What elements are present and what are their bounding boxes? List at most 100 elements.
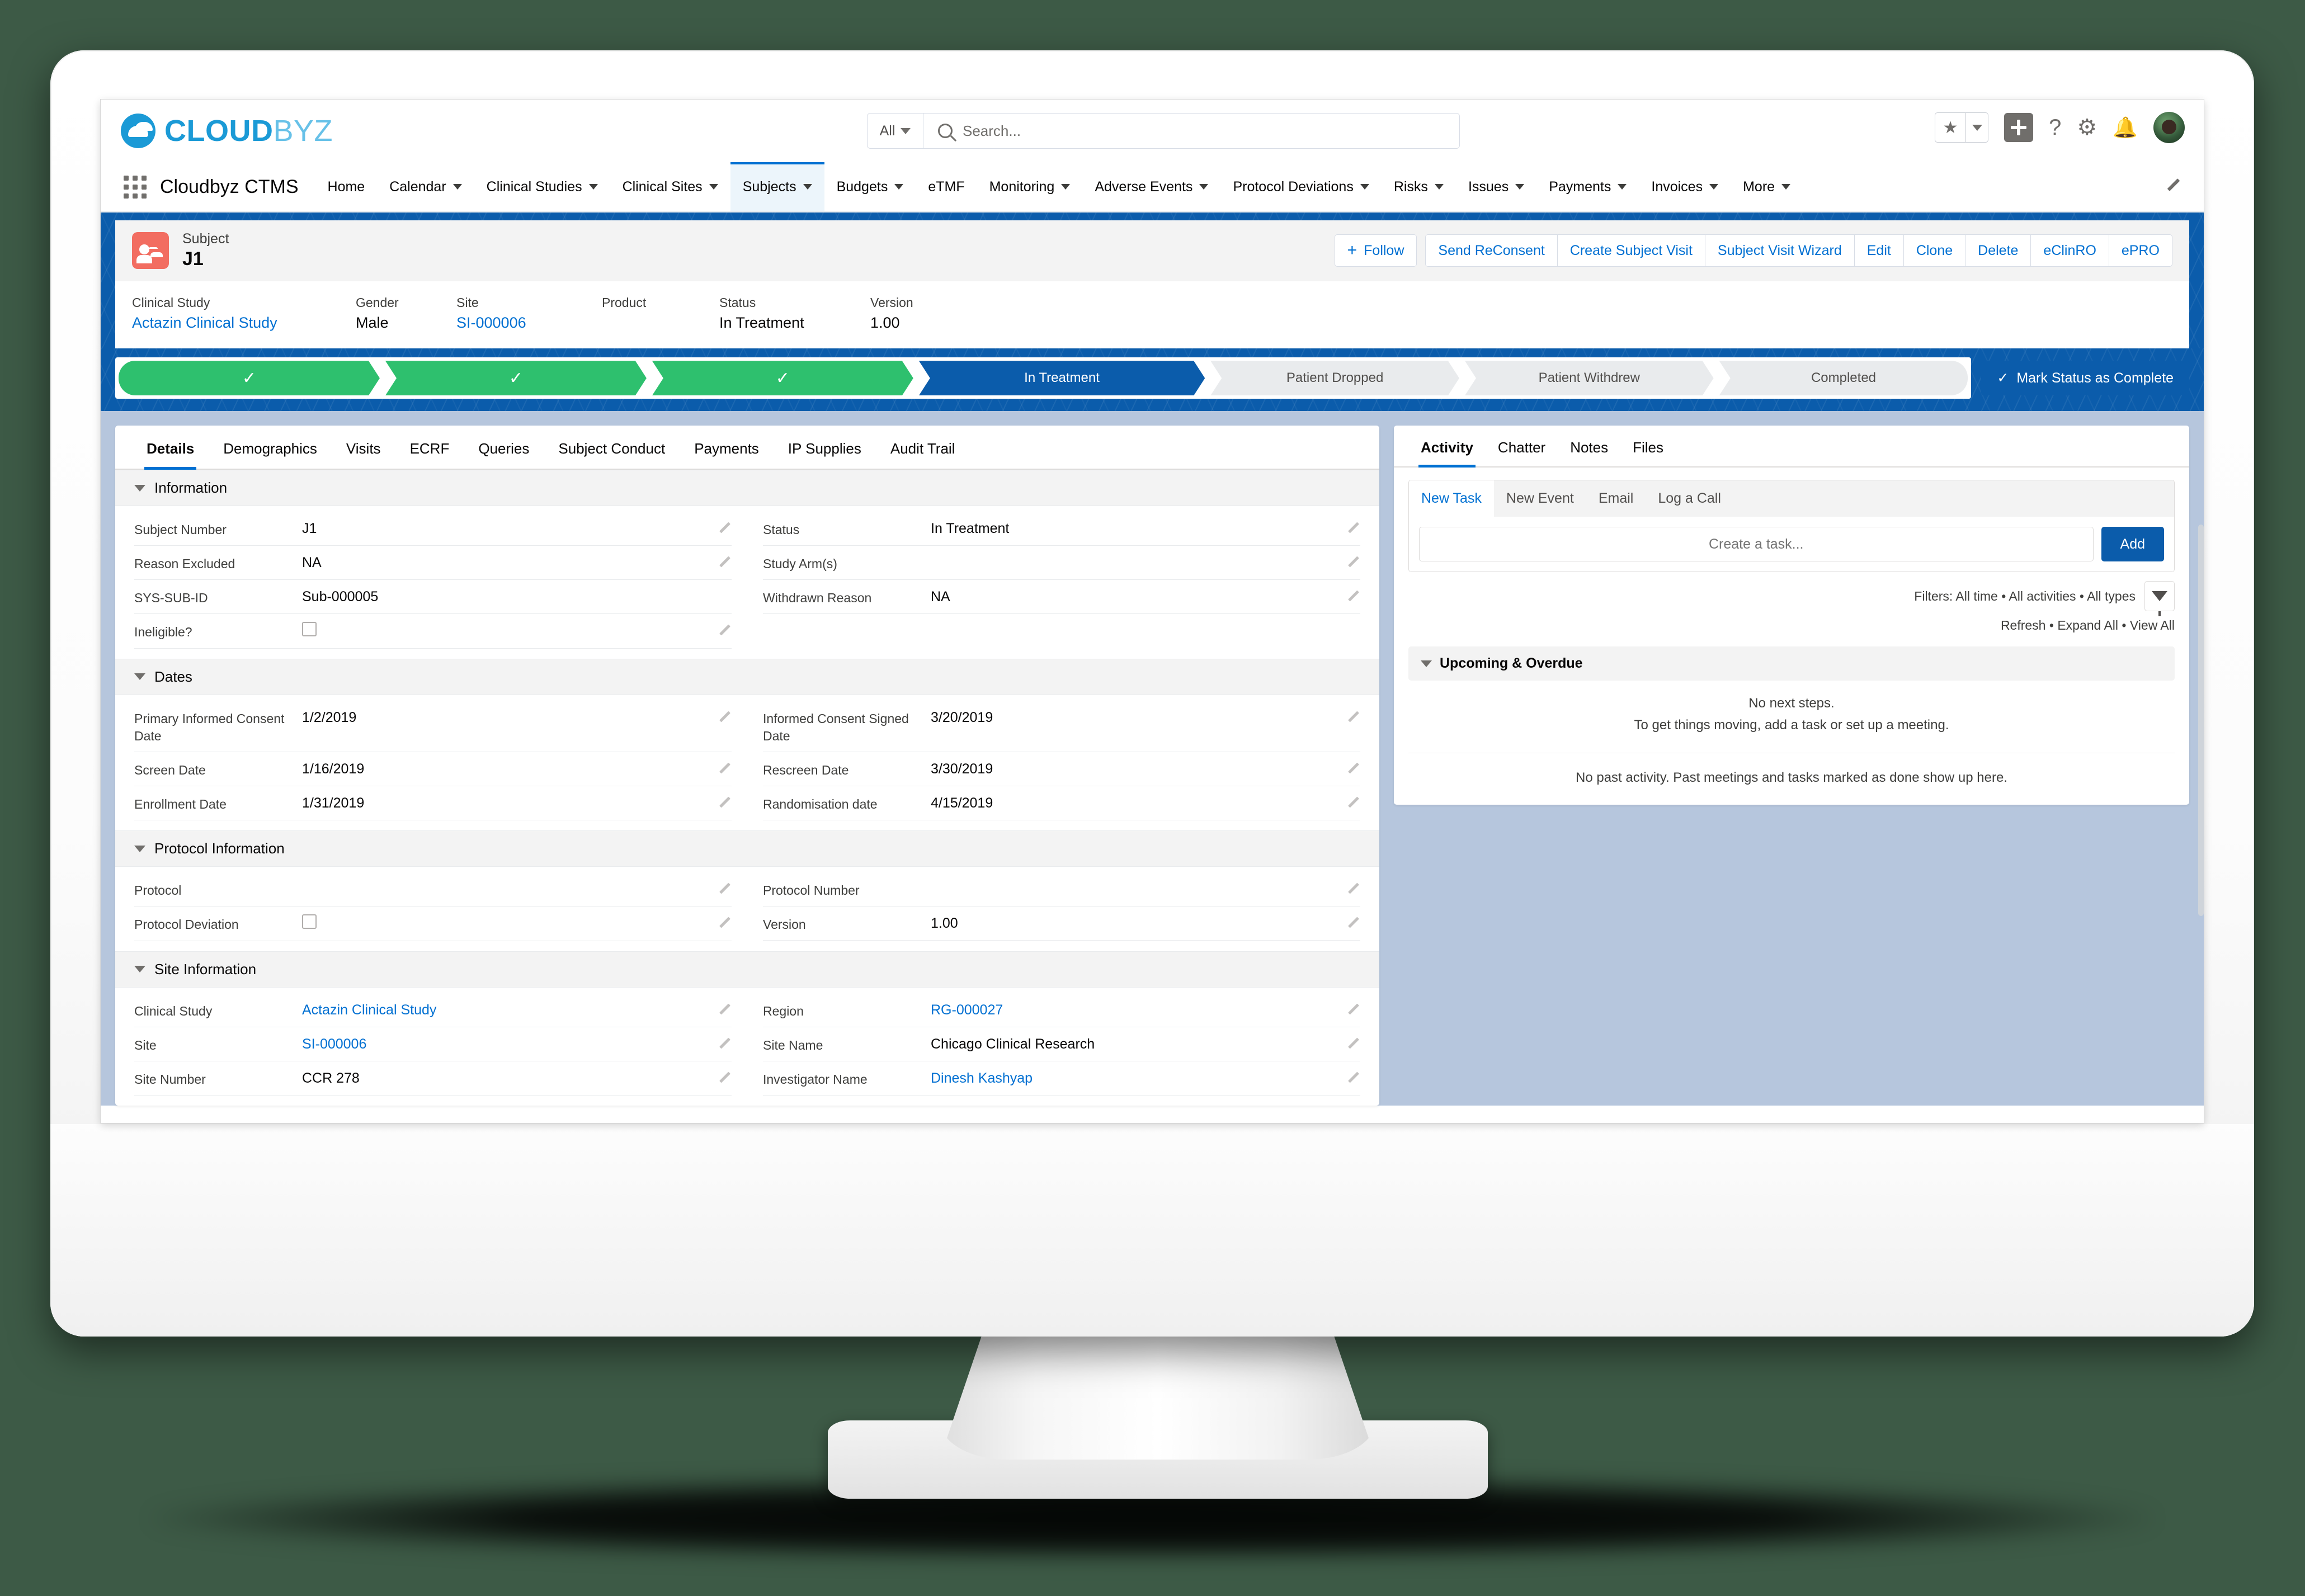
- app-launcher-icon[interactable]: [117, 162, 152, 211]
- checkbox[interactable]: [302, 622, 317, 637]
- edit-pencil-icon[interactable]: [718, 555, 732, 569]
- path-step-patient-dropped[interactable]: Patient Dropped: [1210, 361, 1459, 395]
- edit-pencil-icon[interactable]: [1347, 1071, 1360, 1084]
- edit-pencil-icon[interactable]: [1347, 555, 1360, 569]
- edit-pencil-icon[interactable]: [718, 1003, 732, 1016]
- edit-pencil-icon[interactable]: [1347, 1037, 1360, 1050]
- brand-logo[interactable]: CLOUDBYZ: [121, 114, 333, 148]
- edit-button[interactable]: Edit: [1854, 234, 1904, 267]
- edit-pencil-icon[interactable]: [718, 710, 732, 724]
- notifications-bell-icon[interactable]: 🔔: [2113, 116, 2138, 139]
- subject-visit-wizard-button[interactable]: Subject Visit Wizard: [1704, 234, 1855, 267]
- epro-button[interactable]: ePRO: [2108, 234, 2172, 267]
- page-scrollbar[interactable]: [2198, 525, 2204, 916]
- highlight-field-value[interactable]: Actazin Clinical Study: [132, 314, 277, 331]
- setup-gear-icon[interactable]: ⚙: [2077, 115, 2097, 140]
- mark-status-complete-button[interactable]: ✓ Mark Status as Complete: [1981, 361, 2189, 396]
- field-value[interactable]: Dinesh Kashyap: [931, 1070, 1033, 1086]
- eclinro-button[interactable]: eClinRO: [2030, 234, 2109, 267]
- nav-item-clinical-studies[interactable]: Clinical Studies: [474, 162, 610, 211]
- activity-tab-files[interactable]: Files: [1633, 439, 1664, 456]
- delete-button[interactable]: Delete: [1965, 234, 2031, 267]
- edit-pencil-icon[interactable]: [718, 521, 732, 535]
- section-header-information[interactable]: Information: [115, 470, 1379, 507]
- nav-item-budgets[interactable]: Budgets: [824, 162, 916, 211]
- section-header-site-information[interactable]: Site Information: [115, 951, 1379, 988]
- nav-item-protocol-deviations[interactable]: Protocol Deviations: [1220, 162, 1381, 211]
- favorites-dropdown-icon[interactable]: [1965, 113, 1988, 142]
- filter-icon[interactable]: [2144, 581, 2175, 617]
- tab-demographics[interactable]: Demographics: [223, 440, 317, 457]
- activity-tab-chatter[interactable]: Chatter: [1497, 439, 1546, 456]
- global-search[interactable]: All Search...: [867, 113, 1460, 149]
- edit-pencil-icon[interactable]: [718, 1037, 732, 1050]
- path-step-in-treatment[interactable]: In Treatment: [919, 361, 1205, 395]
- tab-subject-conduct[interactable]: Subject Conduct: [558, 440, 666, 457]
- clone-button[interactable]: Clone: [1903, 234, 1966, 267]
- activity-tab-activity[interactable]: Activity: [1408, 426, 1486, 468]
- edit-pencil-icon[interactable]: [1347, 589, 1360, 603]
- edit-pencil-icon[interactable]: [718, 796, 732, 809]
- edit-pencil-icon[interactable]: [718, 624, 732, 637]
- highlight-field-value[interactable]: SI-000006: [456, 314, 526, 331]
- path-step-completed-2[interactable]: ✓: [385, 361, 647, 395]
- favorites-group[interactable]: ★: [1935, 112, 1989, 143]
- nav-item-issues[interactable]: Issues: [1456, 162, 1536, 211]
- path-step-completed-1[interactable]: ✓: [119, 361, 380, 395]
- view-all-link[interactable]: View All: [2129, 618, 2175, 633]
- nav-item-monitoring[interactable]: Monitoring: [977, 162, 1083, 211]
- path-step-patient-withdrew[interactable]: Patient Withdrew: [1465, 361, 1714, 395]
- nav-item-payments[interactable]: Payments: [1536, 162, 1639, 211]
- nav-item-risks[interactable]: Risks: [1382, 162, 1456, 211]
- path-step-completed[interactable]: Completed: [1719, 361, 1968, 396]
- edit-pencil-icon[interactable]: [718, 916, 732, 929]
- search-scope-selector[interactable]: All: [868, 114, 923, 148]
- help-icon[interactable]: ?: [2049, 115, 2062, 140]
- composer-tab-email[interactable]: Email: [1598, 490, 1634, 507]
- expand-all-link[interactable]: Expand All: [2057, 618, 2119, 633]
- upcoming-overdue-header[interactable]: Upcoming & Overdue: [1408, 646, 2175, 681]
- edit-pencil-icon[interactable]: [1347, 762, 1360, 775]
- refresh-link[interactable]: Refresh: [2000, 618, 2046, 633]
- edit-pencil-icon[interactable]: [1347, 521, 1360, 535]
- tab-queries[interactable]: Queries: [478, 440, 530, 457]
- checkbox[interactable]: [302, 914, 317, 929]
- user-avatar[interactable]: [2153, 112, 2185, 143]
- edit-nav-pencil-icon[interactable]: [2166, 178, 2181, 196]
- tab-payments[interactable]: Payments: [694, 440, 759, 457]
- edit-pencil-icon[interactable]: [718, 762, 732, 775]
- tab-ecrf[interactable]: ECRF: [409, 440, 450, 457]
- tab-visits[interactable]: Visits: [346, 440, 381, 457]
- nav-item-home[interactable]: Home: [315, 162, 378, 211]
- edit-pencil-icon[interactable]: [718, 1071, 732, 1084]
- nav-item-invoices[interactable]: Invoices: [1639, 162, 1731, 211]
- add-icon[interactable]: [2004, 113, 2034, 142]
- create-task-input[interactable]: [1419, 527, 2094, 562]
- edit-pencil-icon[interactable]: [1347, 1003, 1360, 1016]
- activity-tab-notes[interactable]: Notes: [1570, 439, 1609, 456]
- tab-details[interactable]: Details: [132, 426, 209, 470]
- edit-pencil-icon[interactable]: [1347, 882, 1360, 895]
- path-step-completed-3[interactable]: ✓: [652, 361, 913, 395]
- nav-item-adverse-events[interactable]: Adverse Events: [1082, 162, 1220, 211]
- nav-item-more[interactable]: More: [1731, 162, 1803, 211]
- edit-pencil-icon[interactable]: [1347, 710, 1360, 724]
- edit-pencil-icon[interactable]: [1347, 916, 1360, 929]
- section-header-dates[interactable]: Dates: [115, 658, 1379, 695]
- tab-audit-trail[interactable]: Audit Trail: [890, 440, 955, 457]
- send-reconsent-button[interactable]: Send ReConsent: [1425, 234, 1558, 267]
- composer-tab-new-task[interactable]: New Task: [1409, 480, 1494, 517]
- nav-item-calendar[interactable]: Calendar: [377, 162, 474, 211]
- nav-item-etmf[interactable]: eTMF: [916, 162, 977, 211]
- field-value[interactable]: SI-000006: [302, 1036, 367, 1052]
- follow-button[interactable]: + Follow: [1334, 234, 1417, 267]
- field-value[interactable]: RG-000027: [931, 1002, 1003, 1018]
- nav-item-clinical-sites[interactable]: Clinical Sites: [610, 162, 730, 211]
- composer-tab-log-a-call[interactable]: Log a Call: [1658, 490, 1721, 507]
- search-field[interactable]: Search...: [923, 122, 1459, 140]
- favorites-star-icon[interactable]: ★: [1943, 118, 1958, 137]
- add-task-button[interactable]: Add: [2101, 527, 2164, 562]
- composer-tab-new-event[interactable]: New Event: [1506, 490, 1574, 507]
- nav-item-subjects[interactable]: Subjects: [730, 162, 824, 211]
- edit-pencil-icon[interactable]: [1347, 796, 1360, 809]
